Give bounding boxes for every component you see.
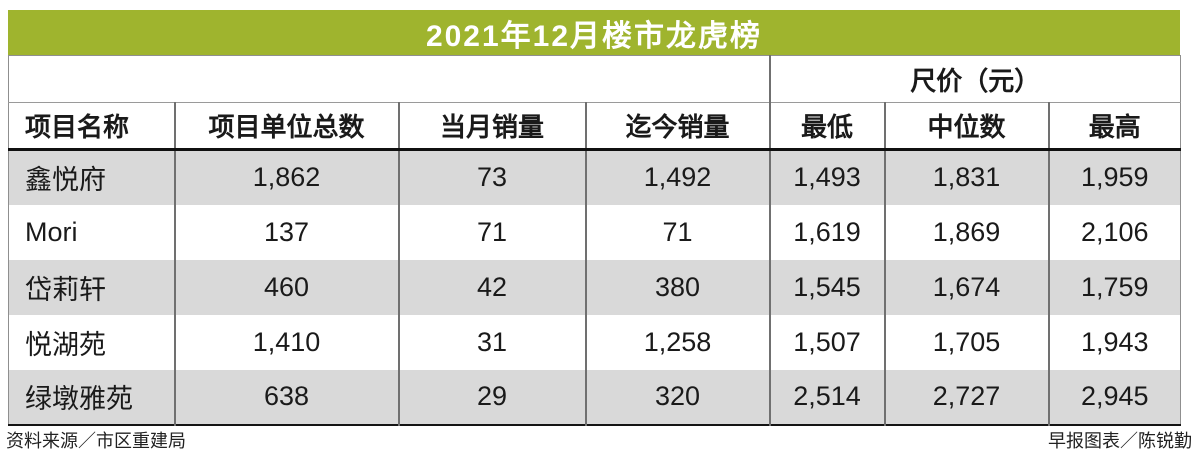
value-cell: 1,507	[768, 314, 885, 370]
source-note: 资料来源／市区重建局	[6, 431, 186, 449]
column-header-4: 迄今销量	[584, 102, 770, 151]
column-header-3: 当月销量	[397, 102, 586, 151]
project-name-cell: Mori	[25, 216, 78, 247]
value-cell: 71	[397, 204, 586, 260]
value-cell: 1,862	[173, 149, 399, 205]
project-name-cell: 悦湖苑	[25, 329, 106, 360]
column-header-5: 最低	[768, 102, 885, 151]
value-cell: 2,727	[883, 369, 1049, 425]
column-header-6: 中位数	[883, 102, 1049, 151]
value-cell: 42	[397, 259, 586, 315]
value-cell: 1,492	[584, 149, 770, 205]
column-header-2: 项目单位总数	[173, 102, 399, 151]
value-cell: 1,493	[768, 149, 885, 205]
table-row: Mori 137 71 71 1,619 1,869 2,106	[8, 204, 1181, 260]
value-cell: 1,869	[883, 204, 1049, 260]
credit-note: 早报图表／陈锐勤	[1048, 431, 1192, 449]
value-cell: 2,514	[768, 369, 885, 425]
market-table: 尺价（元） 项目名称 项目单位总数 当月销量 迄今销量 最低 中位数 最高 鑫悦府 1,862…	[8, 55, 1182, 426]
value-cell: 1,545	[768, 259, 885, 315]
value-cell: 2,945	[1047, 369, 1181, 425]
table-body: 鑫悦府 1,862 73 1,492 1,493 1,831 1,959 Mori 137 71 7…	[8, 149, 1181, 425]
value-cell: 320	[584, 369, 770, 425]
value-cell: 638	[173, 369, 399, 425]
title-bar: 2021年12月楼市龙虎榜	[8, 10, 1180, 55]
column-header-7: 最高	[1047, 102, 1181, 151]
value-cell: 1,831	[883, 149, 1049, 205]
table-row: 悦湖苑 1,410 31 1,258 1,507 1,705 1,943	[8, 314, 1181, 370]
group-header-price: 尺价（元）	[768, 55, 1181, 103]
value-cell: 29	[397, 369, 586, 425]
project-name-cell: 绿墩雅苑	[25, 384, 133, 414]
footer: 资料来源／市区重建局 早报图表／陈锐勤	[0, 427, 1200, 449]
value-cell: 380	[584, 259, 770, 315]
column-header-row: 项目名称 项目单位总数 当月销量 迄今销量 最低 中位数 最高	[8, 102, 1181, 151]
table-row: 岱莉轩 460 42 380 1,545 1,674 1,759	[8, 259, 1181, 315]
project-name-cell: 鑫悦府	[25, 165, 106, 196]
value-cell: 2,106	[1047, 204, 1181, 260]
value-cell: 1,959	[1047, 149, 1181, 205]
value-cell: 71	[584, 204, 770, 260]
value-cell: 1,619	[768, 204, 885, 260]
value-cell: 1,759	[1047, 259, 1181, 315]
group-header-row: 尺价（元）	[8, 55, 1181, 103]
value-cell: 1,258	[584, 314, 770, 370]
value-cell: 31	[397, 314, 586, 370]
column-header-1: 项目名称	[8, 102, 175, 151]
group-header-empty	[8, 55, 770, 103]
value-cell: 1,943	[1047, 314, 1181, 370]
value-cell: 137	[173, 204, 399, 260]
table-row: 绿墩雅苑 638 29 320 2,514 2,727 2,945	[8, 369, 1181, 425]
value-cell: 460	[173, 259, 399, 315]
value-cell: 1,674	[883, 259, 1049, 315]
project-name-cell: 岱莉轩	[25, 274, 106, 305]
value-cell: 1,705	[883, 314, 1049, 370]
page-title: 2021年12月楼市龙虎榜	[425, 19, 763, 53]
value-cell: 1,410	[173, 314, 399, 370]
value-cell: 73	[397, 149, 586, 205]
table-row: 鑫悦府 1,862 73 1,492 1,493 1,831 1,959	[8, 149, 1181, 205]
